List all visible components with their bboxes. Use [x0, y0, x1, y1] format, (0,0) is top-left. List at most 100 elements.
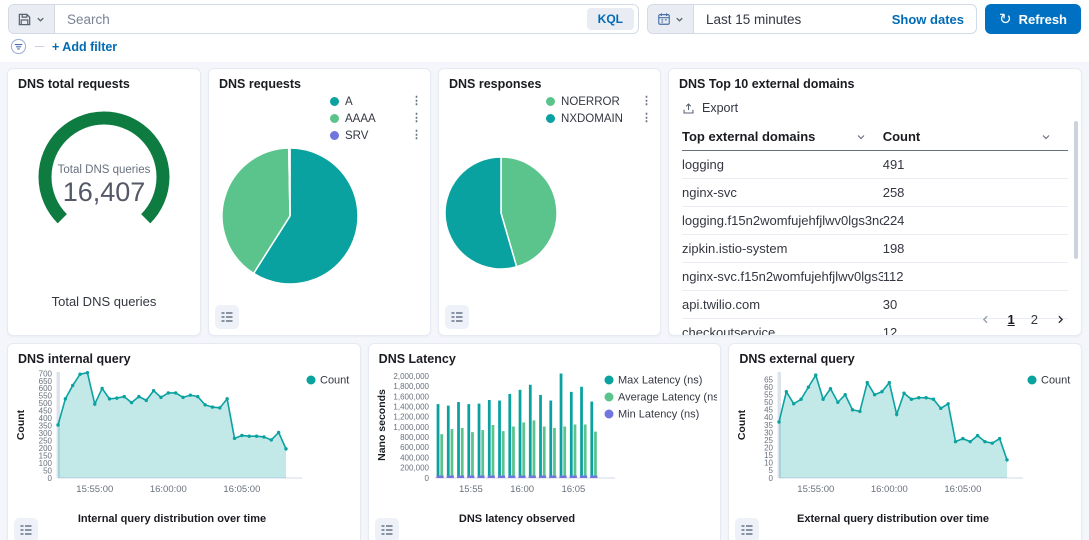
y-tick: 2,000,000: [393, 372, 429, 381]
table-row[interactable]: zipkin.istio-system198: [682, 235, 1068, 263]
legend-menu-icon[interactable]: ⋮: [629, 113, 652, 124]
show-dates-link[interactable]: Show dates: [892, 5, 976, 33]
y-tick: 400,000: [400, 453, 429, 462]
y-tick: 65: [764, 375, 773, 384]
dns-latency-svg: 0200,000400,000600,000800,0001,000,0001,…: [373, 366, 717, 540]
legend-label: Max Latency (ns): [618, 375, 702, 387]
legend-toggle-button[interactable]: [735, 518, 759, 540]
legend-menu-icon[interactable]: ⋮: [399, 96, 422, 107]
legend-item-A[interactable]: A⋮: [330, 93, 422, 110]
x-axis-title: External query distribution over time: [797, 513, 989, 525]
column-header-domains[interactable]: Top external domains: [682, 122, 883, 151]
time-range-label[interactable]: Last 15 minutes: [694, 5, 892, 33]
bar-max: [477, 404, 480, 478]
legend-menu-icon[interactable]: ⋮: [399, 130, 422, 141]
legend-menu-icon[interactable]: ⋮: [399, 113, 422, 124]
bar-max: [529, 385, 532, 478]
data-point: [122, 395, 125, 398]
add-filter-link[interactable]: + Add filter: [52, 40, 117, 54]
legend-label: Min Latency (ns): [618, 409, 699, 421]
legend-label: Count: [1041, 375, 1070, 387]
data-point: [778, 420, 781, 423]
legend-label: NXDOMAIN: [561, 113, 623, 125]
cell-domain: nginx-svc: [682, 179, 883, 207]
legend-toggle-button[interactable]: [215, 305, 239, 329]
legend-dot: [604, 376, 613, 385]
dns-requests-legend: A⋮AAAA⋮SRV⋮: [330, 93, 422, 144]
pagination-page-2[interactable]: 2: [1031, 312, 1038, 327]
x-tick: 16:00:00: [871, 484, 908, 495]
bar-min: [539, 476, 546, 479]
calendar-button[interactable]: [648, 5, 694, 33]
data-point: [917, 396, 920, 399]
bar-avg: [553, 428, 556, 478]
save-icon: [17, 12, 32, 27]
bar-avg: [481, 430, 484, 478]
dns-requests-pie[interactable]: [215, 141, 365, 296]
legend-toggle-button[interactable]: [445, 305, 469, 329]
legend-item-NOERROR[interactable]: NOERROR⋮: [546, 93, 652, 110]
data-point: [56, 423, 59, 426]
data-point: [145, 399, 148, 402]
search-input[interactable]: [55, 5, 587, 33]
query-bar: KQL Last 15 minutes Show dates ↻ Refresh: [0, 0, 1089, 38]
bar-min: [580, 476, 587, 479]
dashboard-grid: DNS total requests Total DNS queries16,4…: [0, 62, 1089, 540]
dns-responses-pie[interactable]: [441, 153, 561, 278]
refresh-button[interactable]: ↻ Refresh: [985, 4, 1081, 34]
data-point: [181, 396, 184, 399]
data-point: [954, 440, 957, 443]
panel-title: DNS internal query: [8, 344, 360, 366]
data-point: [262, 435, 265, 438]
pagination-next-icon[interactable]: [1054, 313, 1067, 326]
dns-requests-pie-svg: [215, 141, 365, 291]
dns-internal-query-chart[interactable]: 0501001502002503003504004505005506006507…: [12, 366, 356, 540]
legend-item-NXDOMAIN[interactable]: NXDOMAIN ⋮: [546, 110, 652, 127]
saved-query-menu-button[interactable]: [9, 5, 55, 33]
bar-min: [590, 476, 597, 479]
table-scrollbar[interactable]: [1074, 121, 1078, 259]
table-row[interactable]: logging491: [682, 151, 1068, 179]
column-header-count[interactable]: Count: [883, 122, 1068, 151]
table-row[interactable]: nginx-svc258: [682, 179, 1068, 207]
filter-icon[interactable]: [10, 38, 27, 55]
chevron-down-icon: [1040, 131, 1052, 143]
y-tick: 1,000,000: [393, 423, 429, 432]
bar-avg: [584, 424, 587, 478]
data-point: [211, 405, 214, 408]
kql-badge[interactable]: KQL: [587, 8, 634, 30]
data-point: [829, 387, 832, 390]
bar-max: [559, 374, 562, 478]
pagination-prev-icon[interactable]: [979, 313, 992, 326]
bar-max: [570, 392, 573, 478]
panel-dns-internal-query: DNS internal query 050100150200250300350…: [7, 343, 361, 540]
legend-menu-icon[interactable]: ⋮: [629, 96, 652, 107]
dns-external-query-chart[interactable]: 05101520253035404550556065Count15:55:001…: [733, 366, 1077, 540]
legend-toggle-button[interactable]: [375, 518, 399, 540]
dns-total-requests-gauge[interactable]: Total DNS queries16,407: [8, 97, 200, 287]
data-point: [873, 393, 876, 396]
cell-count: 258: [883, 179, 1068, 207]
dns-latency-chart[interactable]: 0200,000400,000600,000800,0001,000,0001,…: [373, 366, 717, 540]
legend-dot: [604, 393, 613, 402]
data-point: [86, 371, 89, 374]
table-row[interactable]: logging.f15n2womfujehfjlwv0lgs3nog....22…: [682, 207, 1068, 235]
bar-max: [447, 406, 450, 478]
data-point: [137, 395, 140, 398]
gauge-center-label: Total DNS queries: [58, 164, 151, 176]
cell-domain: nginx-svc.f15n2womfujehfjlwv0lgs3no...: [682, 263, 883, 291]
data-point: [1006, 458, 1009, 461]
pagination-page-1[interactable]: 1: [1008, 312, 1015, 327]
legend-item-AAAA[interactable]: AAAA⋮: [330, 110, 422, 127]
bar-min: [467, 476, 474, 479]
data-point: [159, 396, 162, 399]
data-point: [225, 397, 228, 400]
table-row[interactable]: nginx-svc.f15n2womfujehfjlwv0lgs3no...11…: [682, 263, 1068, 291]
legend-dot: [330, 114, 339, 123]
x-tick: 16:05:00: [945, 484, 982, 495]
bar-min: [487, 476, 494, 479]
export-button[interactable]: Export: [669, 91, 751, 122]
data-point: [807, 385, 810, 388]
legend-toggle-button[interactable]: [14, 518, 38, 540]
bar-min: [477, 476, 484, 479]
